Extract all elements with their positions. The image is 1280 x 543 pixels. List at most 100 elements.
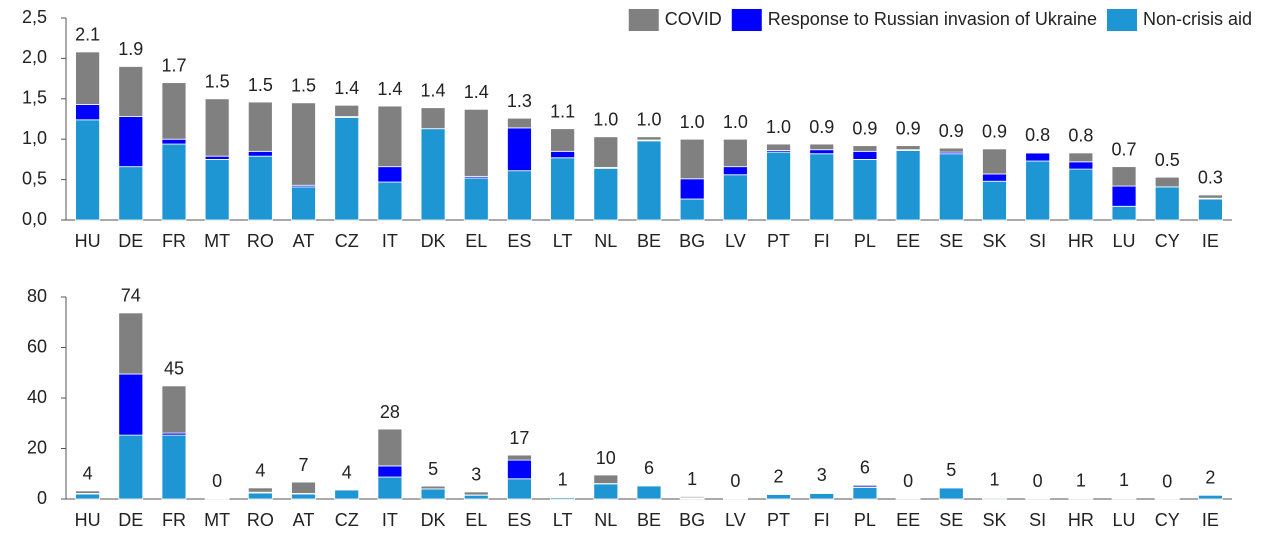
- bar-segment: [75, 490, 100, 494]
- x-tick-label: LT: [553, 231, 573, 251]
- value-label: 5: [946, 460, 956, 480]
- x-tick-label: AT: [293, 231, 315, 251]
- x-tick-label: DK: [421, 231, 446, 251]
- value-label: 6: [860, 457, 870, 477]
- x-tick-label: CZ: [335, 231, 359, 251]
- bar-segment: [722, 166, 748, 176]
- x-tick-label: LV: [725, 510, 746, 530]
- value-label: 4: [342, 462, 352, 482]
- bar-segment: [852, 484, 878, 487]
- y-tick-label: 1,5: [22, 88, 47, 108]
- bar-segment: [679, 178, 705, 200]
- bar-segment: [766, 493, 791, 495]
- y-tick-label: 0: [37, 488, 47, 508]
- bar-segment: [377, 428, 403, 467]
- bar-segment: [420, 107, 446, 130]
- value-label: 0: [1162, 471, 1172, 491]
- bar-segment: [118, 116, 144, 168]
- bar-segment: [982, 180, 1007, 221]
- value-label: 1.9: [118, 39, 143, 59]
- bar-segment: [420, 488, 446, 500]
- value-label: 0.5: [1155, 150, 1180, 170]
- x-tick-label: LU: [1113, 510, 1136, 530]
- x-tick-label: RO: [247, 510, 274, 530]
- value-label: 0.9: [852, 118, 877, 138]
- value-label: 1: [989, 470, 999, 490]
- x-tick-label: BE: [637, 231, 661, 251]
- bar-segment: [507, 170, 532, 221]
- bar-segment: [679, 138, 705, 180]
- value-label: 1: [687, 469, 697, 489]
- bar-segment: [1154, 186, 1180, 221]
- bar-segment: [334, 104, 360, 117]
- bar-segment: [161, 138, 187, 145]
- bar-segment: [636, 136, 662, 141]
- bar-segment: [982, 496, 1007, 499]
- x-tick-label: FR: [162, 510, 186, 530]
- x-tick-label: SK: [982, 231, 1006, 251]
- bar-segment: [1111, 496, 1137, 499]
- x-tick-label: DK: [421, 510, 446, 530]
- x-tick-label: HU: [75, 510, 101, 530]
- bar-segment: [507, 127, 532, 172]
- bar-segment: [507, 117, 532, 129]
- bar-segment: [291, 493, 316, 500]
- x-tick-label: HU: [75, 231, 101, 251]
- value-label: 0.8: [1068, 126, 1093, 146]
- bar-segment: [852, 486, 878, 500]
- bar-segment: [1068, 161, 1094, 170]
- value-label: 1.0: [636, 110, 661, 130]
- x-tick-label: MT: [204, 510, 230, 530]
- y-tick-label: 1,0: [22, 128, 47, 148]
- bar-segment: [766, 494, 791, 500]
- x-tick-label: FR: [162, 231, 186, 251]
- x-tick-label: IE: [1202, 510, 1219, 530]
- x-tick-label: EE: [896, 231, 920, 251]
- bar-segment: [118, 373, 144, 436]
- value-label: 0: [903, 471, 913, 491]
- y-tick-label: 80: [27, 286, 47, 306]
- x-tick-label: FI: [814, 510, 830, 530]
- value-label: 1.4: [377, 79, 402, 99]
- x-tick-label: HR: [1068, 231, 1094, 251]
- x-tick-label: LT: [553, 510, 573, 530]
- bar-segment: [247, 155, 273, 221]
- value-label: 0.9: [982, 122, 1007, 142]
- x-tick-label: PL: [854, 510, 876, 530]
- value-label: 1: [1119, 470, 1129, 490]
- value-label: 6: [644, 458, 654, 478]
- x-tick-label: NL: [594, 231, 617, 251]
- value-label: 1.1: [550, 101, 575, 121]
- x-tick-label: ES: [507, 510, 531, 530]
- legend-label: Non-crisis aid: [1143, 9, 1252, 29]
- bar-segment: [1068, 152, 1094, 163]
- x-tick-label: FI: [814, 231, 830, 251]
- bar-segment: [161, 82, 187, 140]
- value-label: 45: [164, 359, 184, 379]
- legend-label: Response to Russian invasion of Ukraine: [768, 9, 1097, 29]
- y-tick-label: 20: [27, 437, 47, 457]
- value-label: 74: [121, 286, 141, 306]
- bar-segment: [1198, 198, 1223, 221]
- bar-segment: [1154, 176, 1180, 188]
- x-tick-label: EL: [465, 510, 487, 530]
- value-label: 1.5: [205, 72, 230, 92]
- value-label: 28: [380, 402, 400, 422]
- bar-segment: [679, 198, 705, 221]
- y-tick-label: 40: [27, 387, 47, 407]
- x-tick-label: IT: [382, 510, 398, 530]
- bar-segment: [75, 51, 100, 105]
- bar-segment: [75, 119, 100, 221]
- value-label: 0.7: [1112, 139, 1137, 159]
- bar-segment: [1111, 185, 1137, 207]
- bar-segment: [550, 150, 576, 159]
- value-label: 0: [1033, 471, 1043, 491]
- bar-segment: [507, 459, 532, 480]
- bar-segment: [463, 491, 489, 496]
- value-label: 7: [299, 455, 309, 475]
- x-tick-label: PT: [767, 510, 790, 530]
- x-tick-label: DE: [118, 231, 143, 251]
- bar-segment: [1068, 168, 1094, 221]
- bar-segment: [118, 166, 144, 221]
- bar-segment: [118, 434, 144, 500]
